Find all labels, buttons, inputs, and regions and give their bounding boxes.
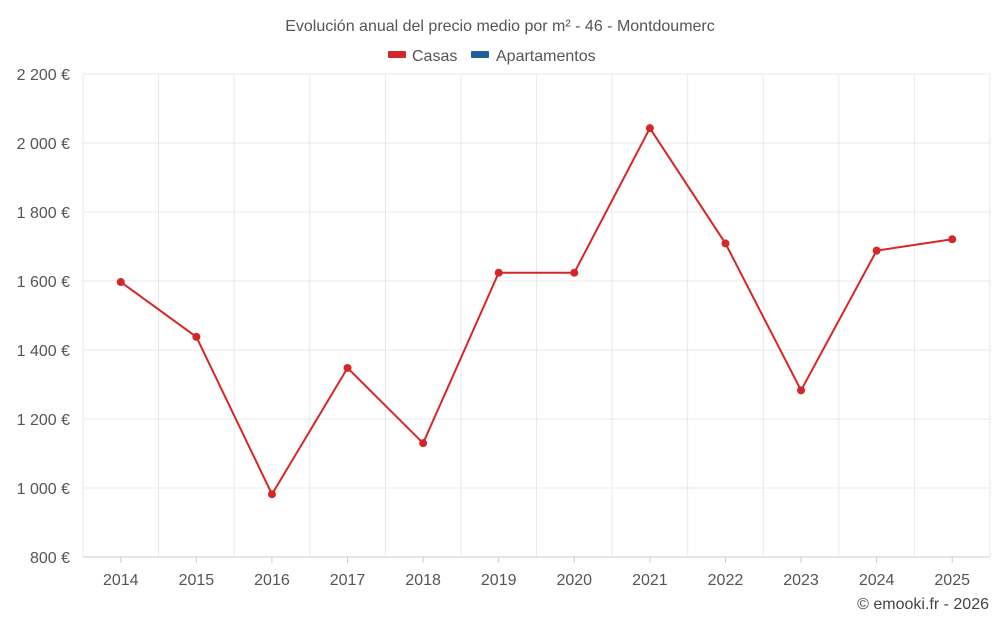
x-gridlines [82,74,991,557]
data-point[interactable] [948,235,957,244]
chart-title: Evolución anual del precio medio por m² … [285,18,715,35]
x-tick-label: 2018 [405,572,441,589]
legend-item-apartamentos[interactable]: Apartamentos [471,48,596,65]
data-point[interactable] [721,239,730,248]
legend-label-casas: Casas [412,48,457,65]
series-layer [116,124,957,499]
x-tick-label: 2014 [103,572,139,589]
x-tick-label: 2015 [179,572,215,589]
data-point[interactable] [192,332,201,341]
x-tick-label: 2020 [556,572,592,589]
legend-label-apartamentos: Apartamentos [496,48,596,65]
x-tick-label: 2025 [934,572,970,589]
legend-swatch-apartamentos [471,51,489,58]
data-point[interactable] [267,490,276,499]
series-line-casas [120,126,953,497]
y-axis-tick-labels: 800 € 1 000 € 1 200 € 1 400 € 1 600 € 1 800 €… [17,67,70,567]
y-tick-label: 1 600 € [17,274,70,291]
legend: Casas Apartamentos [388,48,596,65]
data-point[interactable] [872,246,881,255]
x-tick-label: 2021 [632,572,668,589]
data-point[interactable] [645,124,654,133]
data-point[interactable] [419,439,428,448]
x-tick-label: 2016 [254,572,290,589]
x-axis-tick-labels: 2014 2015 2016 2017 2018 2019 2020 2021 2022 2023… [103,557,970,589]
y-tick-label: 1 200 € [17,412,70,429]
x-tick-label: 2019 [481,572,517,589]
legend-item-casas[interactable]: Casas [388,48,457,65]
data-point[interactable] [343,363,352,372]
y-tick-label: 1 400 € [17,343,70,360]
x-tick-label: 2022 [708,572,744,589]
credit-text: © emooki.fr - 2026 [857,596,989,613]
y-tick-label: 2 200 € [17,67,70,84]
y-tick-label: 1 800 € [17,205,70,222]
x-tick-label: 2023 [783,572,819,589]
data-point[interactable] [494,268,503,277]
y-tick-label: 1 000 € [17,481,70,498]
data-point[interactable] [570,268,579,277]
legend-swatch-casas [388,51,406,58]
data-point[interactable] [797,386,806,395]
x-tick-label: 2017 [330,572,366,589]
data-point[interactable] [116,278,125,287]
y-tick-label: 2 000 € [17,136,70,153]
y-tick-label: 800 € [30,550,70,567]
x-tick-label: 2024 [859,572,895,589]
